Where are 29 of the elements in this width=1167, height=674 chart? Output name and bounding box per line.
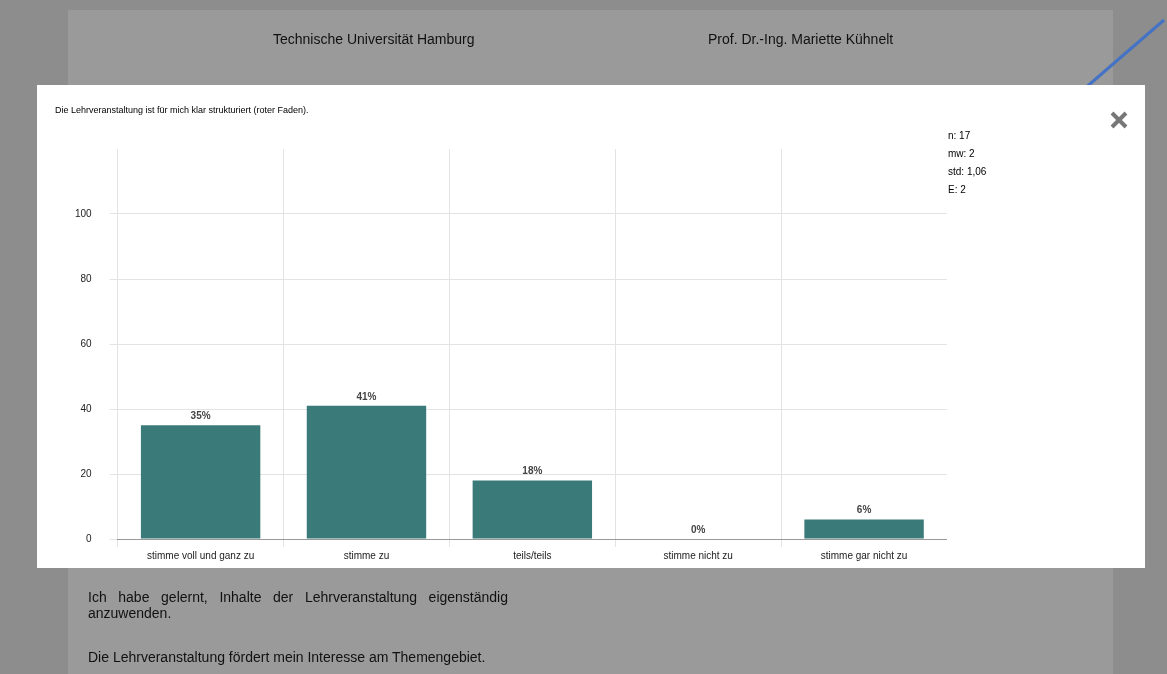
text: Die Lehrveranstaltung fördert mein Interesse am Themengebiet. xyxy=(88,649,487,665)
y-tick-label: 80 xyxy=(80,272,93,284)
data-label: 41% xyxy=(356,390,377,402)
text: Ich habe gelernt, Inhalte der Lehrveranstaltung eigenständig anzuwenden. xyxy=(88,589,508,621)
text: std: 1,06 xyxy=(948,165,987,179)
x-tick-label: stimme zu xyxy=(343,549,390,561)
bar xyxy=(804,519,924,539)
text: Technische Universität Hamburg xyxy=(273,31,476,47)
x-tick-label: stimme nicht zu xyxy=(663,549,733,561)
x-tick-label: teils/teils xyxy=(513,549,552,561)
y-tick-label: 40 xyxy=(80,402,93,414)
text: n: 17 xyxy=(948,129,972,143)
data-label: 18% xyxy=(522,465,543,477)
text: E: 2 xyxy=(948,183,967,197)
bar xyxy=(306,405,427,539)
y-tick-label: 0 xyxy=(86,532,93,544)
x-tick-label: stimme gar nicht zu xyxy=(820,549,908,561)
bar xyxy=(472,480,593,539)
data-label: 0% xyxy=(690,523,706,535)
x-tick-label: stimme voll und ganz zu xyxy=(146,549,255,561)
data-label: 35% xyxy=(190,410,211,421)
text: mw: 2 xyxy=(948,147,976,161)
y-tick-label: 100 xyxy=(75,207,93,219)
chart-title: Die Lehrveranstaltung ist für mich klar strukturiert (roter Faden). xyxy=(55,105,309,115)
y-tick-label: 20 xyxy=(80,467,93,479)
data-label: 6% xyxy=(856,504,872,516)
text: Prof. Dr.-Ing. Mariette Kühnelt xyxy=(708,31,895,47)
bar xyxy=(140,425,261,539)
y-tick-label: 60 xyxy=(80,337,93,349)
